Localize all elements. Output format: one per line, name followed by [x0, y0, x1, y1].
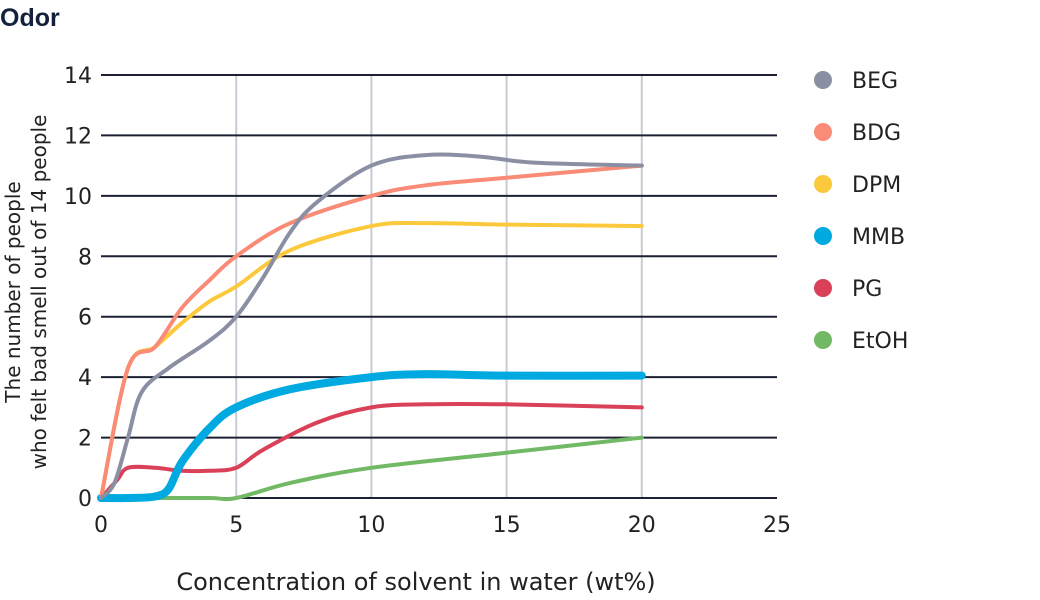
series-line-bdg [99, 163, 644, 500]
legend-label-beg: BEG [852, 69, 898, 94]
y-tick-label: 8 [78, 245, 92, 270]
legend-label-pg: PG [852, 277, 882, 302]
y-axis-label-line-1: The number of people [1, 181, 25, 403]
series-line-etoh [99, 435, 644, 502]
legend-marker-bdg [814, 123, 832, 141]
series-line-mmb [97, 370, 646, 503]
legend-label-bdg: BDG [852, 121, 901, 146]
series-lines [97, 152, 646, 503]
legend-marker-pg [814, 279, 832, 297]
legend: BEG BDG DPM MMB PG EtOH [814, 69, 908, 354]
x-axis-label: Concentration of solvent in water (wt%) [176, 568, 655, 596]
x-tick-label: 0 [94, 513, 108, 538]
legend-label-dpm: DPM [852, 173, 901, 198]
x-tick-label: 10 [357, 513, 385, 538]
y-tick-label: 0 [78, 487, 92, 512]
x-tick-label: 5 [229, 513, 243, 538]
legend-label-mmb: MMB [852, 225, 905, 250]
tick-labels: 0 5 10 15 20 25 0 2 4 6 8 10 12 14 [64, 64, 791, 538]
x-tick-label: 25 [763, 513, 791, 538]
y-axis-label: The number of people who felt bad smell … [1, 115, 51, 470]
legend-marker-beg [814, 71, 832, 89]
y-axis-label-line-2: who felt bad smell out of 14 people [27, 115, 51, 470]
y-tick-label: 6 [78, 306, 92, 331]
x-tick-label: 15 [493, 513, 521, 538]
legend-marker-dpm [814, 175, 832, 193]
legend-label-etoh: EtOH [852, 329, 908, 354]
series-line-beg [99, 152, 644, 500]
y-tick-label: 4 [78, 366, 92, 391]
chart-title: Odor [0, 4, 60, 32]
legend-marker-mmb [814, 227, 832, 245]
x-tick-label: 20 [628, 513, 656, 538]
y-tick-label: 10 [64, 185, 92, 210]
y-tick-label: 2 [78, 427, 92, 452]
y-tick-label: 14 [64, 64, 92, 89]
y-tick-label: 12 [64, 124, 92, 149]
series-line-pg [99, 401, 644, 500]
legend-marker-etoh [814, 331, 832, 349]
